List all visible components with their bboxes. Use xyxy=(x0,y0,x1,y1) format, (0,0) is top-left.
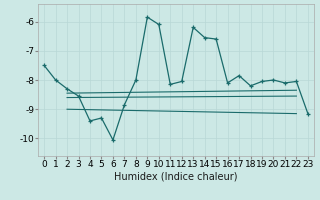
X-axis label: Humidex (Indice chaleur): Humidex (Indice chaleur) xyxy=(114,172,238,182)
